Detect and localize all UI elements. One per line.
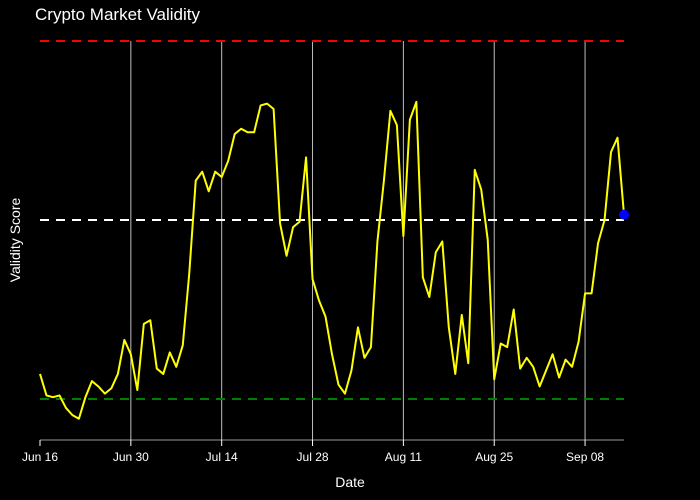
y-axis-title: Validity Score bbox=[7, 198, 23, 283]
series-layer bbox=[39, 100, 629, 420]
latest-point-marker[interactable] bbox=[619, 209, 629, 220]
chart-title: Crypto Market Validity bbox=[35, 5, 201, 24]
x-tick-label: Aug 25 bbox=[475, 450, 513, 464]
x-tick-label: Aug 11 bbox=[385, 450, 422, 464]
x-tick-label: Sep 08 bbox=[566, 450, 604, 464]
x-tick-label: Jul 14 bbox=[206, 450, 238, 464]
x-axis-title: Date bbox=[335, 474, 365, 490]
x-tick-label: Jun 16 bbox=[22, 450, 58, 464]
x-gridlines bbox=[130, 41, 586, 440]
x-tick-label: Jul 28 bbox=[297, 450, 329, 464]
series-line bbox=[39, 100, 625, 420]
x-axis-ticks: Jun 16 Jun 30 Jul 14 Jul 28 Aug 11 Aug 25 Sep … bbox=[22, 440, 604, 464]
reference-lines bbox=[40, 40, 624, 400]
x-tick-label: Jun 30 bbox=[113, 450, 149, 464]
